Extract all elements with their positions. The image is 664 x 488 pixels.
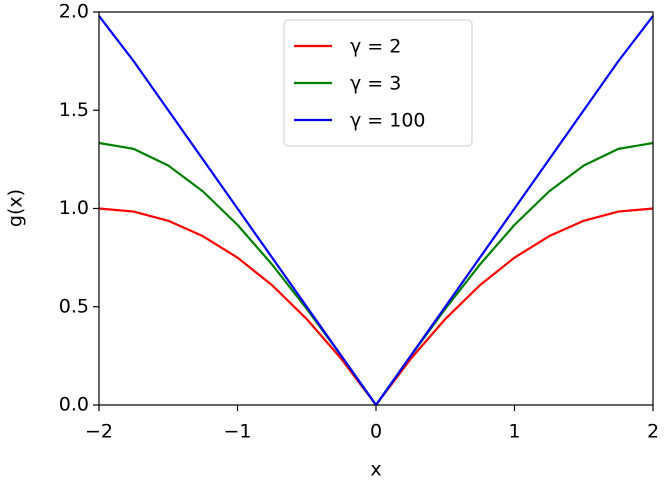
legend-label: γ = 3 <box>350 73 401 95</box>
y-tick-label: 0.5 <box>59 295 89 317</box>
series-line <box>98 207 654 407</box>
x-tick-label: −1 <box>223 421 251 443</box>
legend: γ = 2 γ = 3 γ = 100 <box>283 19 473 147</box>
x-axis-label: x <box>370 459 381 481</box>
x-tick-label: 2 <box>647 421 659 443</box>
legend-label: γ = 100 <box>350 110 426 132</box>
legend-box <box>283 19 473 147</box>
series-line <box>98 141 654 407</box>
x-tick-label: 0 <box>370 421 382 443</box>
x-tick-label: 1 <box>508 421 520 443</box>
y-tick-label: 1.0 <box>59 197 89 219</box>
y-tick-label: 1.5 <box>59 99 89 121</box>
legend-label: γ = 2 <box>350 36 401 58</box>
y-tick-label: 2.0 <box>59 1 89 23</box>
y-axis-label: g(x) <box>5 189 27 227</box>
x-tick-label: −2 <box>85 421 113 443</box>
plot-frame <box>98 11 654 406</box>
y-tick-label: 0.0 <box>59 394 89 416</box>
